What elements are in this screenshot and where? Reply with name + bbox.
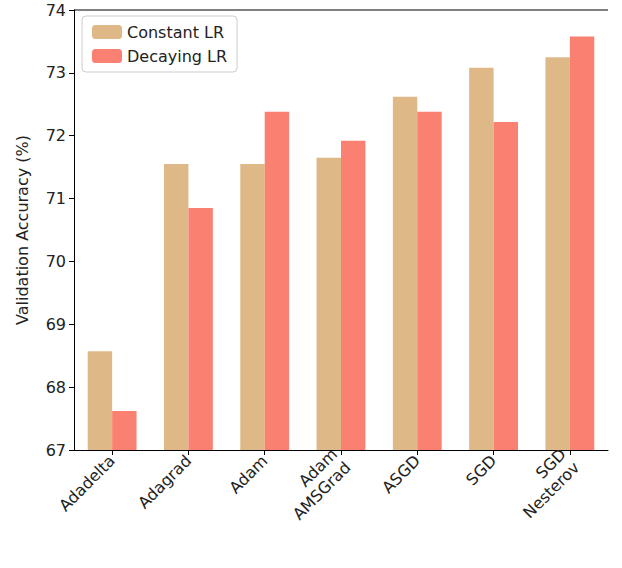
- svg-text:69: 69: [46, 315, 66, 334]
- svg-text:72: 72: [46, 126, 66, 145]
- svg-text:Adadelta: Adadelta: [55, 451, 119, 515]
- svg-text:Adam: Adam: [225, 451, 271, 497]
- svg-text:71: 71: [46, 189, 66, 208]
- svg-text:Nesterov: Nesterov: [519, 458, 583, 522]
- svg-text:Adagrad: Adagrad: [134, 451, 195, 512]
- svg-text:SGD: SGD: [462, 451, 500, 489]
- svg-text:68: 68: [46, 378, 66, 397]
- svg-text:Adam: Adam: [294, 444, 341, 491]
- svg-text:SGD: SGD: [531, 444, 570, 483]
- svg-text:AMSGrad: AMSGrad: [289, 458, 355, 524]
- svg-text:Constant LR: Constant LR: [127, 23, 224, 42]
- svg-text:70: 70: [46, 252, 66, 271]
- svg-text:67: 67: [46, 441, 66, 460]
- svg-text:74: 74: [46, 1, 66, 20]
- svg-text:Validation Accuracy (%): Validation Accuracy (%): [13, 135, 32, 325]
- svg-text:Decaying LR: Decaying LR: [127, 47, 227, 66]
- svg-text:73: 73: [46, 63, 66, 82]
- svg-text:ASGD: ASGD: [378, 451, 424, 497]
